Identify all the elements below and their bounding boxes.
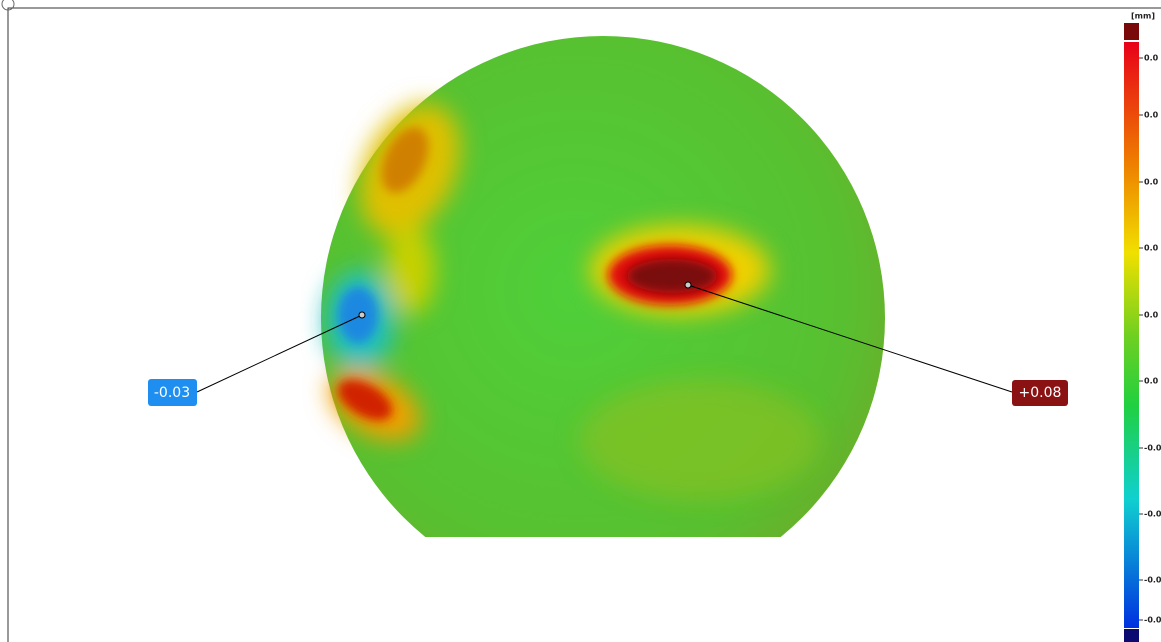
color-scale xyxy=(1124,42,1139,628)
scale-label: 0.0 xyxy=(1144,54,1159,63)
frame xyxy=(7,7,1161,642)
scale-label: 0.0 xyxy=(1144,377,1159,386)
leader-line xyxy=(196,314,363,393)
scale-underflow xyxy=(1124,629,1139,642)
annotation-label: +0.08 xyxy=(1019,385,1062,401)
scale-label: -0.0 xyxy=(1144,444,1161,453)
scale-label: -0.0 xyxy=(1144,510,1161,519)
annotation-box xyxy=(148,379,197,406)
scale-overflow xyxy=(1124,23,1139,40)
scale-label: -0.0 xyxy=(1144,616,1161,625)
scale-unit: [mm] xyxy=(1131,12,1155,21)
scale-labels: 0.0 0.0 0.0 0.0 0.0 0.0 -0.0 -0.0 -0.0 -0.0 xyxy=(1139,54,1161,625)
icon xyxy=(1,0,15,11)
sphere xyxy=(321,36,885,537)
scale-label: 0.0 xyxy=(1144,244,1159,253)
scale-label: 0.0 xyxy=(1144,111,1159,120)
annotation-box xyxy=(1012,380,1068,406)
scale-label: 0.0 xyxy=(1144,178,1159,187)
annotation-label: -0.03 xyxy=(154,385,190,401)
scale-label: 0.0 xyxy=(1144,311,1159,320)
probe-point xyxy=(358,311,366,319)
leader-line xyxy=(687,284,1013,393)
scale-label: -0.0 xyxy=(1144,576,1161,585)
probe-point xyxy=(684,281,692,289)
